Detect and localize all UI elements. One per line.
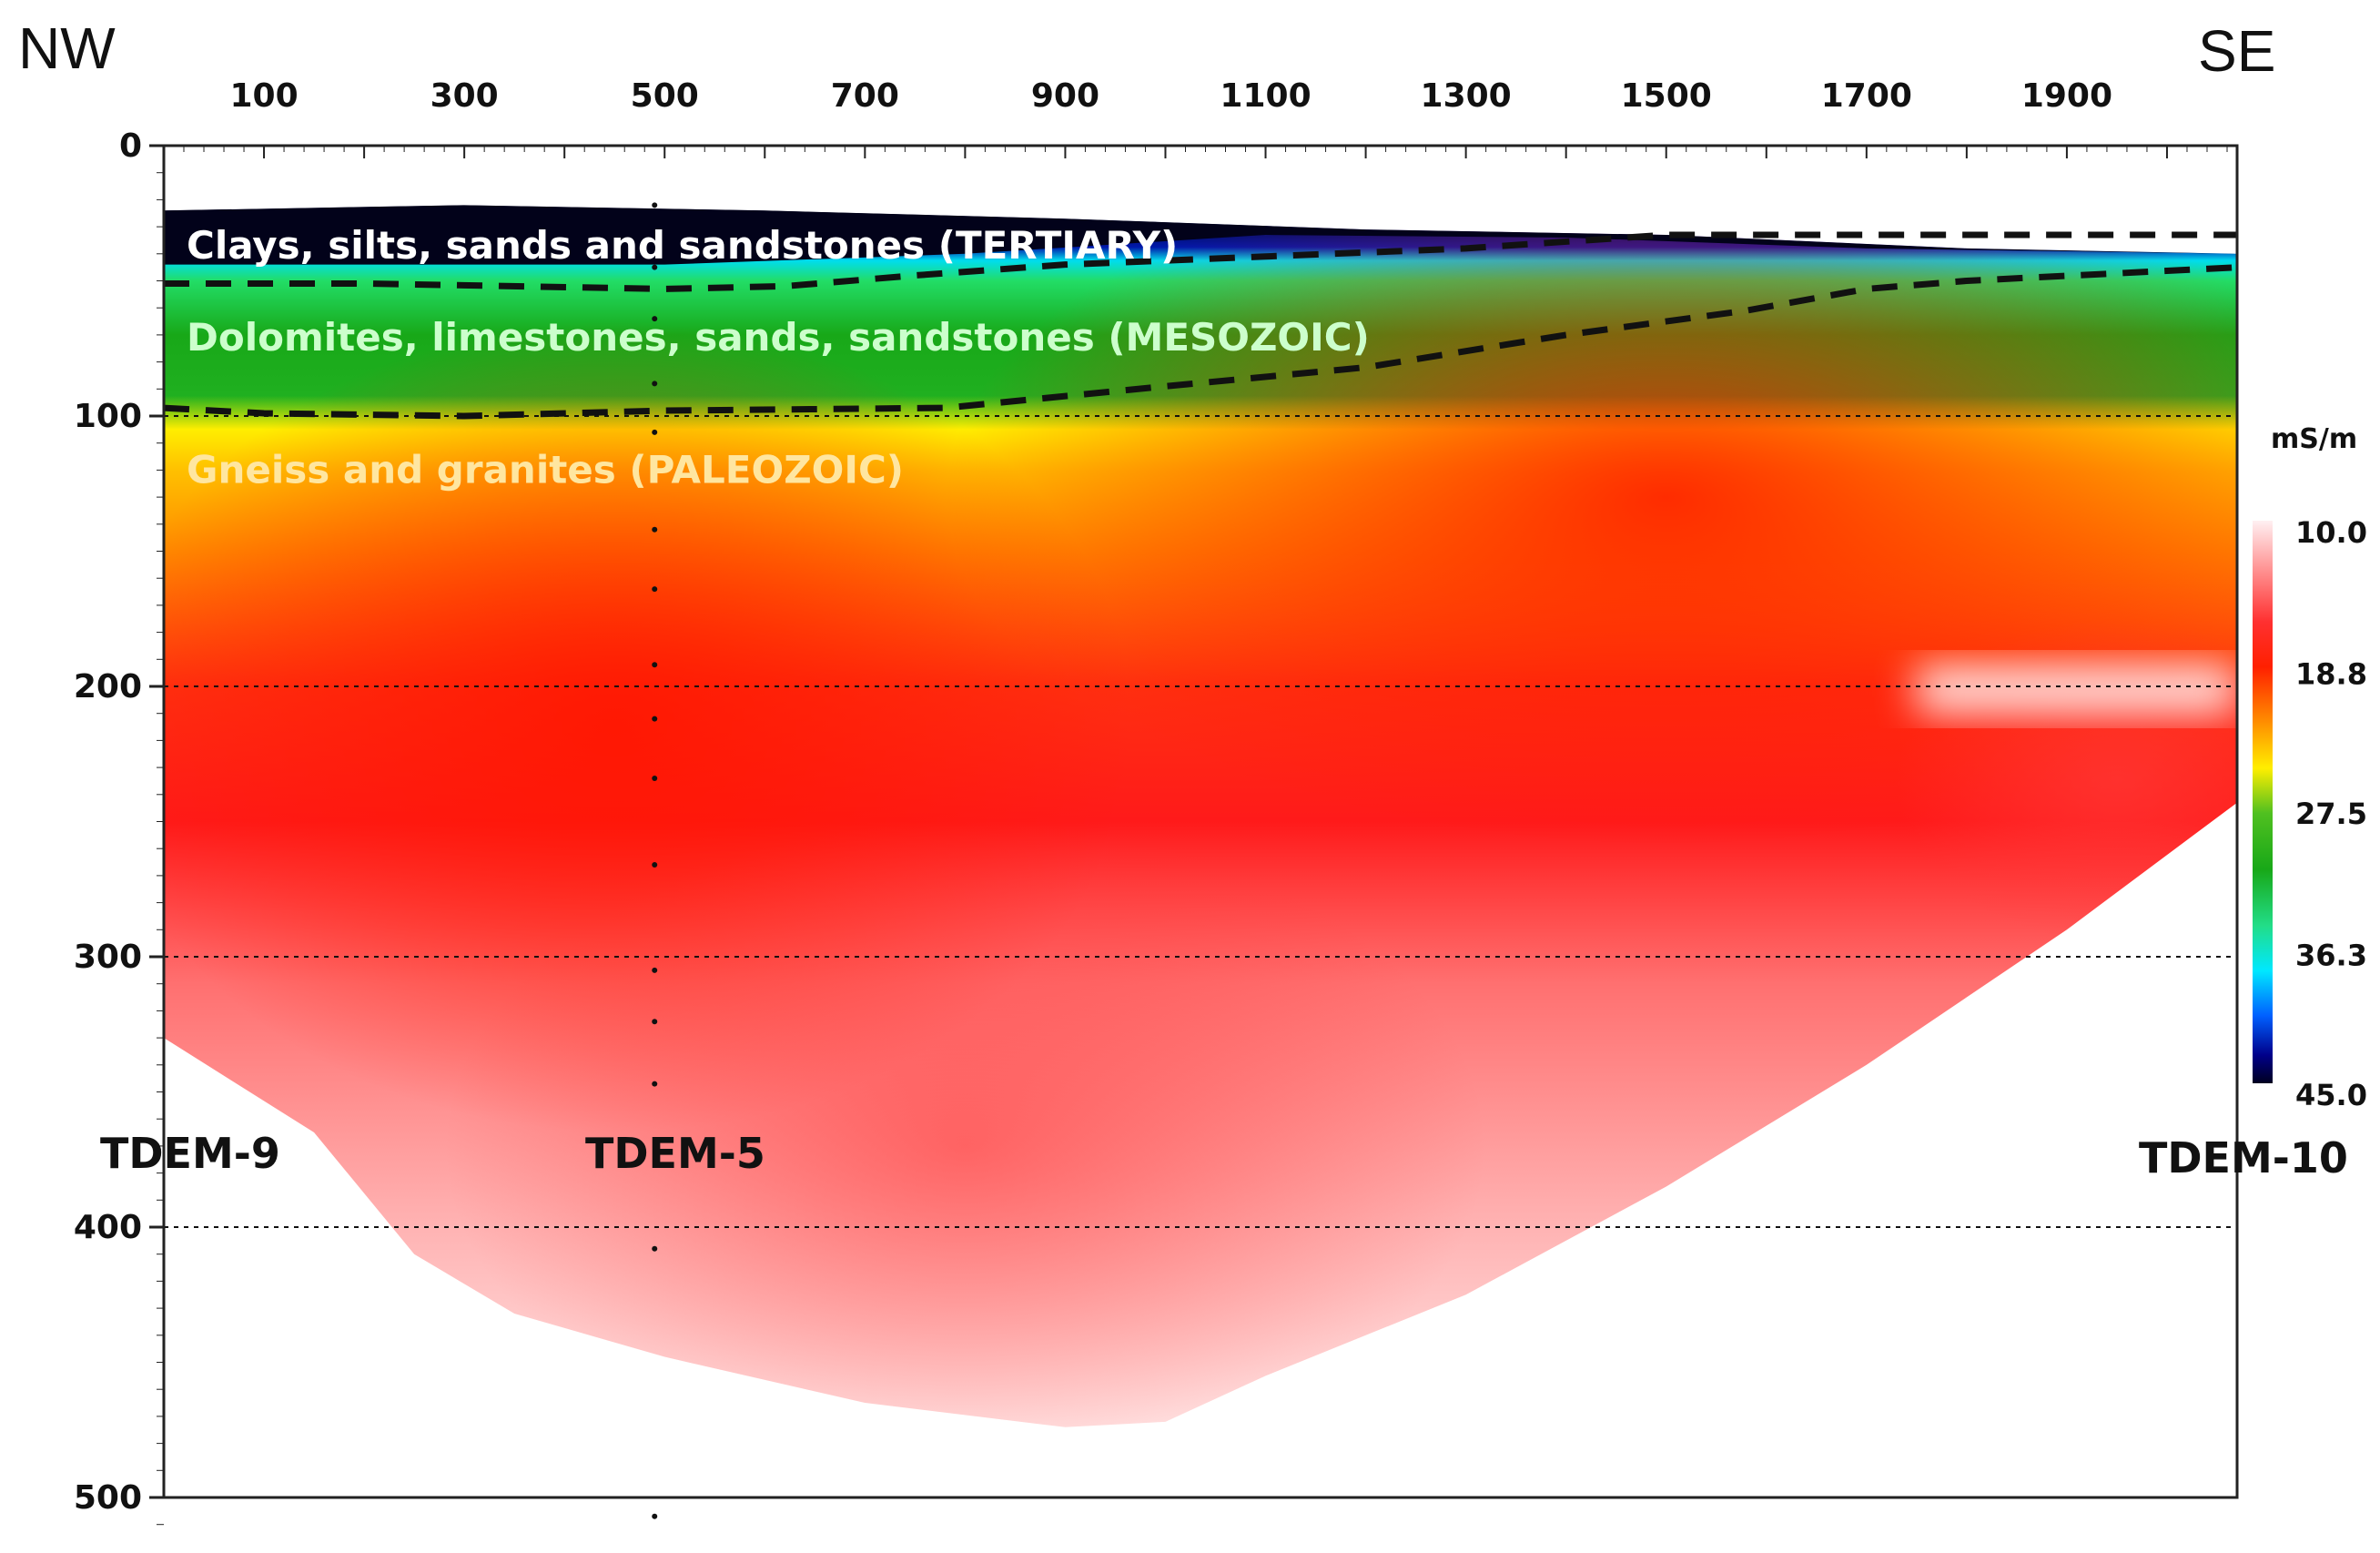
sounding-point: [652, 429, 658, 435]
resistivity-section: [164, 205, 2237, 1427]
y-tick-label: 0: [119, 127, 142, 165]
x-tick-label: 1100: [1220, 77, 1311, 115]
sounding-points: [652, 202, 658, 1519]
layer-label: Clays, silts, sands and sandstones (TERT…: [187, 223, 1178, 268]
colorbar-tick-label: 18.8: [2295, 656, 2367, 691]
resistive-band: [1916, 665, 2237, 714]
sounding-point: [652, 1245, 658, 1252]
boundary-line: [163, 264, 2238, 420]
axes: 100 300 500 700 900 1100 1300 1500 1700 1900 0 100 2…: [74, 77, 2239, 1526]
sounding-point: [652, 862, 658, 868]
y-tick-label: 300: [74, 939, 142, 976]
colorbar-tick-label: 36.3: [2295, 938, 2367, 972]
colorbar-tick-label: 27.5: [2295, 797, 2367, 831]
colorbar-tick-label: 10.0: [2295, 515, 2367, 550]
x-tick-label: 1300: [1421, 77, 1512, 115]
sounding-point: [652, 526, 658, 533]
tertiary-conductive-layer: [164, 205, 2237, 265]
x-tick-label: 1900: [2021, 77, 2112, 115]
y-tick-label: 100: [74, 398, 142, 435]
sounding-point: [652, 967, 658, 973]
x-tick-label: 900: [1031, 77, 1099, 115]
y-tick-label: 400: [74, 1209, 142, 1246]
sounding-point: [652, 1513, 658, 1519]
colorbar-unit: mS/m: [2271, 423, 2357, 455]
sounding-point: [652, 586, 658, 593]
sounding-point: [652, 775, 658, 781]
direction-left-label: NW: [18, 15, 116, 81]
direction-right-label: SE: [2198, 18, 2275, 84]
sounding-point: [652, 662, 658, 668]
x-tick-label: 300: [430, 77, 499, 115]
layer-label: Dolomites, limestones, sands, sandstones…: [187, 315, 1370, 360]
x-tick-label: 700: [831, 77, 899, 115]
sounding-point: [652, 716, 658, 722]
boundary-line: [164, 231, 2237, 292]
sounding-point: [652, 1081, 658, 1087]
sounding-point: [652, 316, 658, 322]
layer-label: Gneiss and granites (PALEOZOIC): [187, 447, 904, 492]
x-tick-label: 500: [631, 77, 699, 115]
conductive-zone-deep: [444, 821, 1486, 1427]
x-tick-label: 1500: [1621, 77, 1712, 115]
station-label: TDEM-9: [100, 1129, 280, 1178]
y-tick-label: 200: [74, 668, 142, 705]
station-label: TDEM-10: [2139, 1133, 2348, 1183]
colorbar-ramp: [2253, 521, 2273, 1083]
colorbar-tick-label: 45.0: [2295, 1078, 2367, 1112]
layer-labels: Clays, silts, sands and sandstones (TERT…: [187, 223, 1370, 492]
sounding-point: [652, 1019, 658, 1025]
station-label: TDEM-5: [585, 1129, 765, 1178]
x-tick-label: 1700: [1821, 77, 1912, 115]
y-tick-label: 500: [74, 1479, 142, 1517]
colorbar: mS/m 10.0 18.8 27.5 36.3 45.0: [2253, 423, 2367, 1112]
layer-boundaries: [163, 231, 2238, 420]
sounding-point: [652, 381, 658, 387]
station-labels: TDEM-9 TDEM-5 TDEM-10: [100, 1129, 2348, 1183]
sounding-point: [652, 202, 658, 208]
sounding-point: [652, 264, 658, 270]
x-tick-label: 100: [229, 77, 298, 115]
